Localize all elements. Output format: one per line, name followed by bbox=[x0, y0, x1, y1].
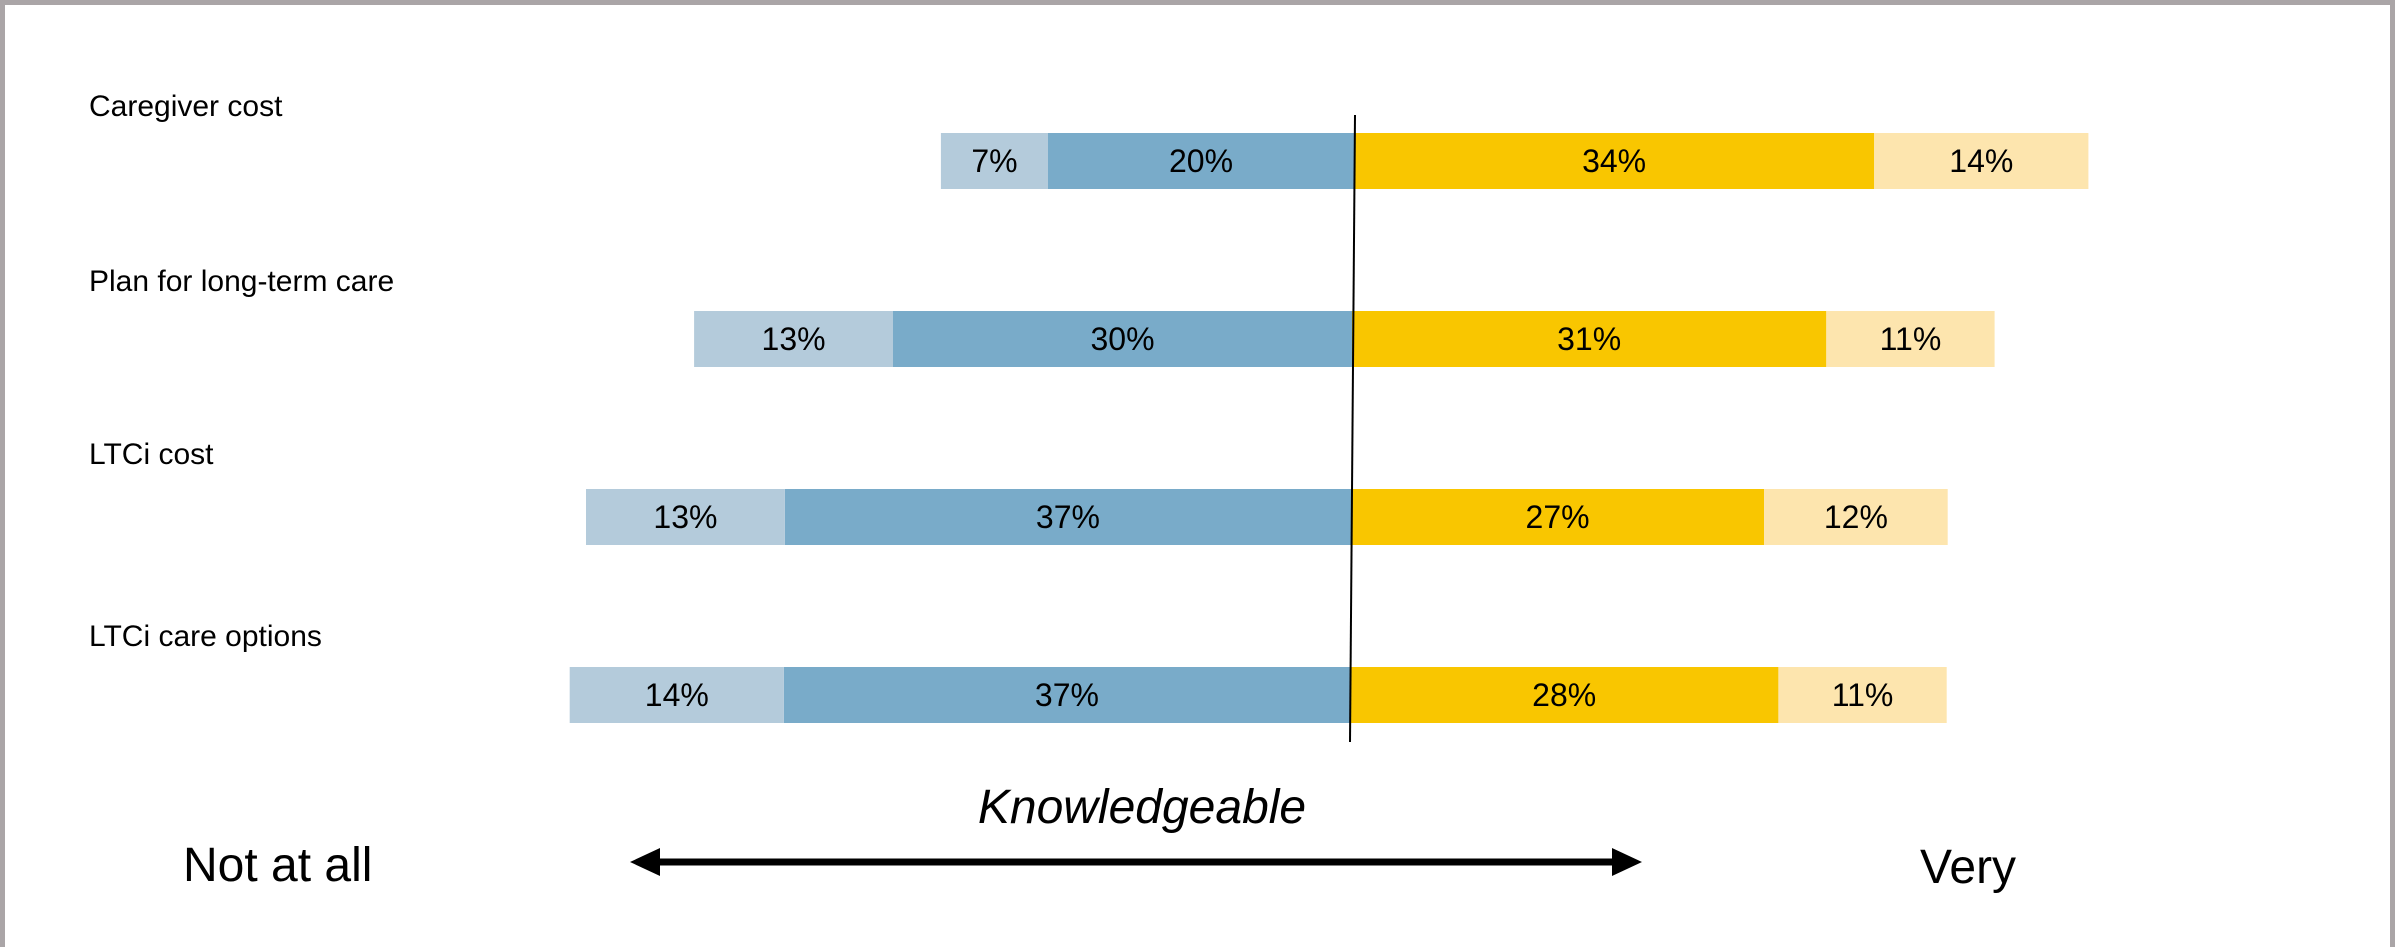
bar-segment bbox=[893, 311, 1352, 367]
arrow-head-right bbox=[1612, 848, 1642, 876]
category-label: Caregiver cost bbox=[89, 90, 283, 123]
scale-arrow bbox=[630, 848, 1642, 876]
segment-value-label: 14% bbox=[1949, 143, 2013, 179]
category-label: LTCi cost bbox=[89, 438, 214, 471]
arrow-head-left bbox=[630, 848, 660, 876]
bar-segment bbox=[1354, 133, 1875, 189]
segment-value-label: 14% bbox=[645, 677, 709, 713]
segment-value-label: 30% bbox=[1090, 321, 1154, 357]
scale-left-label: Not at all bbox=[183, 839, 372, 892]
segment-value-label: 28% bbox=[1532, 677, 1596, 713]
bars-group: 20% 7% 34% 14% 30% 13% 31% 11% 37% 13% 27% 12% 37% 14… bbox=[569, 133, 2089, 723]
axis-title: Knowledgeable bbox=[978, 781, 1306, 834]
category-label: LTCi care options bbox=[89, 620, 322, 653]
bar-segment bbox=[1351, 489, 1765, 545]
category-labels: Caregiver cost Plan for long-term care LTC… bbox=[89, 90, 394, 653]
bar-segment bbox=[569, 667, 784, 723]
bar-segment bbox=[1048, 133, 1354, 189]
segment-value-label: 37% bbox=[1035, 677, 1099, 713]
bar-segment bbox=[940, 133, 1048, 189]
bar-segment bbox=[1764, 489, 1948, 545]
segment-value-label: 34% bbox=[1582, 143, 1646, 179]
bar-segment bbox=[1826, 311, 1995, 367]
bar-segment bbox=[586, 489, 785, 545]
segment-value-label: 13% bbox=[762, 321, 826, 357]
segment-value-label: 7% bbox=[971, 143, 1017, 179]
category-label: Plan for long-term care bbox=[89, 265, 394, 298]
segment-value-label: 11% bbox=[1832, 677, 1894, 713]
bar-segment bbox=[1350, 667, 1779, 723]
bar-segment bbox=[1874, 133, 2089, 189]
bar-segment bbox=[1352, 311, 1827, 367]
center-divider-line bbox=[1349, 114, 1356, 743]
segment-value-label: 37% bbox=[1036, 499, 1100, 535]
bar-segment bbox=[783, 667, 1350, 723]
segment-value-label: 27% bbox=[1526, 499, 1590, 535]
segment-value-label: 13% bbox=[653, 499, 717, 535]
segment-value-label: 12% bbox=[1824, 499, 1888, 535]
segment-value-label: 20% bbox=[1169, 143, 1233, 179]
scale-right-label: Very bbox=[1920, 841, 2016, 894]
segment-value-label: 11% bbox=[1880, 321, 1942, 357]
segment-value-label: 31% bbox=[1557, 321, 1621, 357]
bar-segment bbox=[694, 311, 893, 367]
bar-segment bbox=[784, 489, 1351, 545]
bar-segment bbox=[1778, 667, 1947, 723]
